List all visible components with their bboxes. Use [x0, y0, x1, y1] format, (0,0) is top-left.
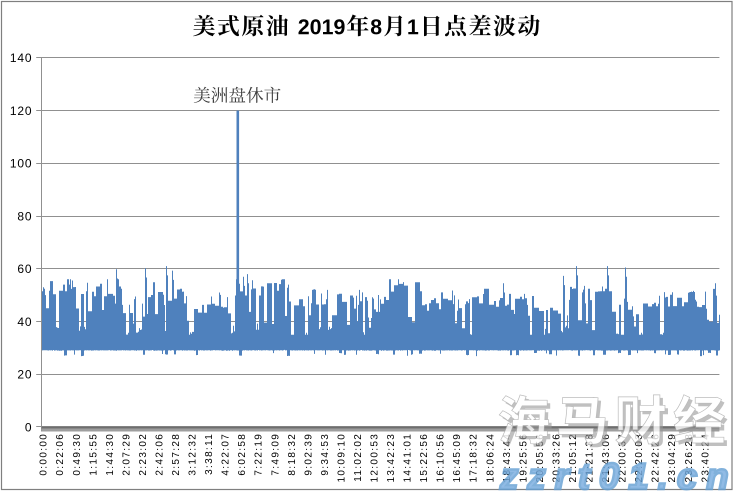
svg-text:21:05:12: 21:05:12	[568, 433, 579, 483]
svg-text:7:49:09: 7:49:09	[270, 433, 281, 476]
svg-text:60: 60	[17, 262, 32, 276]
svg-text:12:00:53: 12:00:53	[370, 433, 381, 483]
svg-text:0:22:06: 0:22:06	[55, 433, 66, 476]
svg-text:3:12:32: 3:12:32	[188, 433, 199, 476]
svg-text:23:04:29: 23:04:29	[667, 433, 678, 483]
svg-text:zzrt01.cn: zzrt01.cn	[499, 456, 734, 493]
svg-text:22:42:26: 22:42:26	[651, 433, 662, 483]
svg-text:8:18:32: 8:18:32	[287, 433, 298, 476]
svg-text:7:22:19: 7:22:19	[254, 433, 265, 476]
svg-text:11:02:02: 11:02:02	[353, 433, 364, 482]
svg-text:16:10:56: 16:10:56	[436, 433, 447, 483]
svg-text:0: 0	[25, 420, 32, 434]
svg-text:6:02:58: 6:02:58	[237, 433, 248, 476]
svg-text:20:33:26: 20:33:26	[551, 433, 562, 483]
svg-text:80: 80	[17, 209, 32, 223]
svg-text:0:00:00: 0:00:00	[39, 433, 50, 476]
svg-text:1:44:30: 1:44:30	[105, 433, 116, 476]
svg-text:100: 100	[10, 157, 32, 171]
svg-text:2:42:06: 2:42:06	[155, 433, 166, 476]
svg-text:16:45:09: 16:45:09	[452, 433, 463, 483]
svg-text:120: 120	[10, 104, 32, 118]
svg-text:19:25:56: 19:25:56	[518, 433, 529, 483]
svg-text:10:09:10: 10:09:10	[336, 433, 347, 483]
svg-text:3:38:11: 3:38:11	[204, 433, 215, 475]
svg-text:20:05:56: 20:05:56	[535, 433, 546, 483]
svg-text:22:20:03: 22:20:03	[634, 433, 645, 483]
svg-text:18:06:24: 18:06:24	[485, 433, 496, 483]
svg-text:0:49:30: 0:49:30	[72, 433, 83, 476]
svg-text:1:15:55: 1:15:55	[88, 433, 99, 476]
svg-text:22:00:37: 22:00:37	[618, 433, 629, 483]
svg-text:2:57:28: 2:57:28	[171, 433, 182, 476]
svg-text:20: 20	[17, 368, 32, 382]
svg-text:23:40:24: 23:40:24	[700, 433, 711, 483]
svg-text:9:02:39: 9:02:39	[303, 433, 314, 476]
svg-text:21:21:38: 21:21:38	[585, 433, 596, 483]
svg-text:14:41:01: 14:41:01	[403, 433, 414, 483]
svg-text:140: 140	[10, 51, 32, 65]
svg-text:17:18:32: 17:18:32	[469, 433, 480, 483]
svg-text:40: 40	[17, 315, 32, 329]
svg-text:21:43:06: 21:43:06	[601, 433, 612, 483]
svg-text:18:43:44: 18:43:44	[502, 433, 513, 483]
svg-text:2:23:02: 2:23:02	[138, 433, 149, 476]
svg-text:4:22:07: 4:22:07	[221, 433, 232, 476]
svg-text:13:42:23: 13:42:23	[386, 433, 397, 483]
svg-text:23:26:28: 23:26:28	[684, 433, 695, 483]
svg-text:9:34:53: 9:34:53	[320, 433, 331, 476]
svg-text:15:22:56: 15:22:56	[419, 433, 430, 483]
svg-text:2:07:29: 2:07:29	[121, 433, 132, 476]
